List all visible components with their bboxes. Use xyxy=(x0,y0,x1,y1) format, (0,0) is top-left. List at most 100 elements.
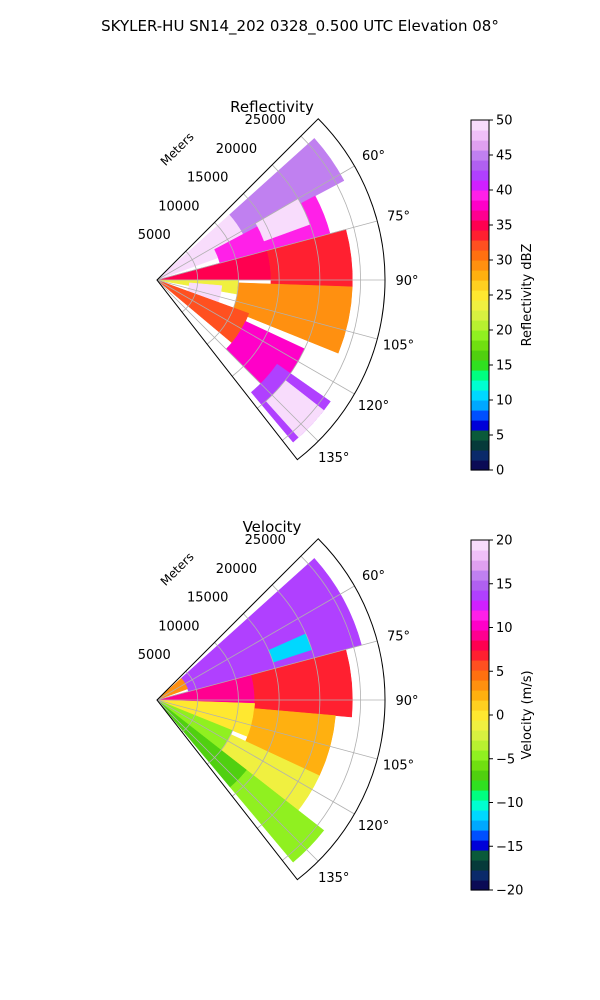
reflectivity-range-tick-label-0: 5000 xyxy=(138,228,171,243)
reflectivity-radial-line-5 xyxy=(156,279,319,442)
velocity-cell-10 xyxy=(229,769,325,863)
reflectivity-colorbar-tick-label-5: 25 xyxy=(496,289,513,304)
reflectivity-r-axis-label: Meters xyxy=(158,130,197,169)
reflectivity-range-tick-label-3: 20000 xyxy=(216,142,257,157)
reflectivity-colorbar-swatch-24 xyxy=(471,220,489,231)
reflectivity-colorbar-swatch-5 xyxy=(471,410,489,421)
velocity-grid xyxy=(156,538,386,881)
reflectivity-colorbar-swatch-12 xyxy=(471,340,489,351)
velocity-title: Velocity xyxy=(243,518,302,536)
reflectivity-colorbar-swatch-21 xyxy=(471,250,489,261)
reflectivity-radial-line-3 xyxy=(156,279,378,340)
reflectivity-colorbar-swatch-7 xyxy=(471,390,489,401)
reflectivity-azimuth-tick-label-3: 105° xyxy=(383,339,414,354)
velocity-range-ticks: 5000 10000 15000 20000 25000 xyxy=(138,533,286,663)
reflectivity-range-ring-2 xyxy=(231,193,280,377)
velocity-colorbar-label: Velocity (m/s) xyxy=(520,670,535,759)
reflectivity-colorbar-swatch-25 xyxy=(471,210,489,221)
reflectivity-colorbar-swatch-1 xyxy=(471,450,489,461)
reflectivity-colorbar-tick-label-10: 50 xyxy=(496,114,513,129)
velocity-colorbar-swatch-30 xyxy=(471,580,489,591)
reflectivity-colorbar: 0 5 10 15 20 25 30 35 40 45 50 xyxy=(470,114,513,479)
reflectivity-colorbar-swatch-13 xyxy=(471,330,489,341)
reflectivity-range-ring-1 xyxy=(206,222,239,345)
velocity-panel: Velocity Meters 5000 10000 15000 20000 25000… xyxy=(138,518,535,899)
reflectivity-colorbar-swatch-33 xyxy=(471,130,489,141)
velocity-colorbar-tick-label-1: −15 xyxy=(496,840,523,855)
reflectivity-colorbar-swatch-26 xyxy=(471,200,489,211)
reflectivity-azimuth-ticks: 60° 75° 90° 105° 120° 135° xyxy=(318,149,418,466)
reflectivity-colorbar-swatch-8 xyxy=(471,380,489,391)
velocity-range-tick-label-3: 20000 xyxy=(216,562,257,577)
reflectivity-colorbar-swatch-19 xyxy=(471,270,489,281)
velocity-colorbar-swatch-5 xyxy=(471,830,489,841)
velocity-colorbar-swatch-19 xyxy=(471,690,489,701)
velocity-colorbar-swatch-2 xyxy=(471,860,489,871)
velocity-colorbar-swatch-24 xyxy=(471,640,489,651)
reflectivity-colorbar-swatch-17 xyxy=(471,290,489,301)
reflectivity-colorbar-swatch-34 xyxy=(471,120,489,131)
reflectivity-colorbar-swatch-14 xyxy=(471,320,489,331)
velocity-colorbar-swatch-34 xyxy=(471,540,489,551)
reflectivity-colorbar-swatch-3 xyxy=(471,430,489,441)
velocity-colorbar-swatch-17 xyxy=(471,710,489,721)
reflectivity-colorbar-tick-label-4: 20 xyxy=(496,324,513,339)
velocity-range-tick-label-4: 25000 xyxy=(245,533,286,548)
reflectivity-azimuth-tick-label-4: 120° xyxy=(358,399,389,414)
velocity-range-tick-label-0: 5000 xyxy=(138,648,171,663)
velocity-colorbar-swatch-13 xyxy=(471,750,489,761)
reflectivity-range-ring-4 xyxy=(282,135,361,441)
velocity-range-tick-label-2: 15000 xyxy=(187,591,228,606)
velocity-colorbar-swatch-0 xyxy=(471,880,489,891)
velocity-colorbar-swatch-25 xyxy=(471,630,489,641)
velocity-colorbar-swatch-27 xyxy=(471,610,489,621)
velocity-azimuth-tick-label-0: 60° xyxy=(362,569,385,584)
velocity-colorbar-swatch-1 xyxy=(471,870,489,881)
velocity-colorbar-swatch-7 xyxy=(471,810,489,821)
velocity-radial-line-4 xyxy=(156,699,355,815)
reflectivity-title: Reflectivity xyxy=(230,98,314,116)
reflectivity-azimuth-tick-label-1: 75° xyxy=(387,209,410,224)
velocity-colorbar-swatch-32 xyxy=(471,560,489,571)
reflectivity-radial-line-0 xyxy=(156,165,355,281)
reflectivity-panel: Reflectivity Meters 5000 10000 15000 20000 2… xyxy=(138,98,535,479)
velocity-colorbar-tick-label-0: −20 xyxy=(496,884,523,899)
velocity-colorbar-swatch-11 xyxy=(471,770,489,781)
velocity-colorbar-swatch-20 xyxy=(471,680,489,691)
reflectivity-colorbar-tick-label-3: 15 xyxy=(496,359,513,374)
velocity-azimuth-tick-label-2: 90° xyxy=(395,694,418,709)
reflectivity-range-tick-label-1: 10000 xyxy=(158,199,199,214)
velocity-colorbar-swatch-15 xyxy=(471,730,489,741)
reflectivity-colorbar-tick-label-9: 45 xyxy=(496,149,513,164)
velocity-radial-line-3 xyxy=(156,699,378,760)
reflectivity-range-tick-label-4: 25000 xyxy=(245,113,286,128)
velocity-sector-frame xyxy=(156,538,386,881)
reflectivity-colorbar-swatch-30 xyxy=(471,160,489,171)
reflectivity-colorbar-swatch-29 xyxy=(471,170,489,181)
velocity-colorbar-swatch-16 xyxy=(471,720,489,731)
velocity-colorbar-swatch-33 xyxy=(471,550,489,561)
velocity-colorbar-swatch-8 xyxy=(471,800,489,811)
velocity-colorbar-swatch-12 xyxy=(471,760,489,771)
reflectivity-colorbar-swatch-32 xyxy=(471,140,489,151)
velocity-colorbar-swatch-21 xyxy=(471,670,489,681)
velocity-colorbar-swatch-18 xyxy=(471,700,489,711)
reflectivity-colorbar-swatch-15 xyxy=(471,310,489,321)
reflectivity-range-ring-3 xyxy=(257,164,321,409)
reflectivity-azimuth-tick-label-0: 60° xyxy=(362,149,385,164)
figure-suptitle: SKYLER-HU SN14_202 0328_0.500 UTC Elevat… xyxy=(101,17,499,36)
reflectivity-radial-line-1 xyxy=(156,220,378,281)
velocity-range-ring-3 xyxy=(257,584,321,829)
reflectivity-colorbar-swatch-23 xyxy=(471,230,489,241)
velocity-range-tick-label-1: 10000 xyxy=(158,619,199,634)
velocity-range-ring-0 xyxy=(181,670,199,733)
reflectivity-colorbar-tick-label-1: 5 xyxy=(496,429,504,444)
reflectivity-range-ticks: 5000 10000 15000 20000 25000 xyxy=(138,113,286,243)
reflectivity-colorbar-swatch-28 xyxy=(471,180,489,191)
reflectivity-colorbar-swatch-20 xyxy=(471,260,489,271)
reflectivity-colorbar-tick-label-2: 10 xyxy=(496,394,513,409)
velocity-colorbar-tick-label-5: 5 xyxy=(496,665,504,680)
reflectivity-colorbar-swatch-22 xyxy=(471,240,489,251)
velocity-range-ring-4 xyxy=(282,555,361,861)
